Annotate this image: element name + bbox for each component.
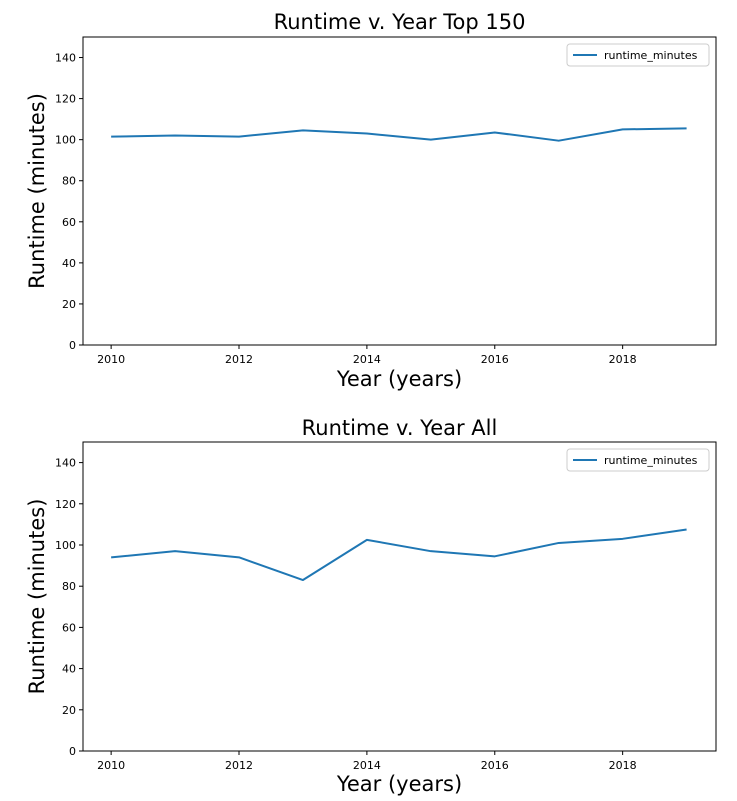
y-tick-label: 120 (55, 498, 76, 511)
x-tick-label: 2016 (481, 353, 509, 366)
legend: runtime_minutes (566, 43, 710, 67)
legend-box (566, 43, 710, 67)
x-tick-label: 2010 (97, 353, 125, 366)
legend-label: runtime_minutes (604, 49, 698, 62)
y-tick-label: 20 (62, 704, 76, 717)
chart-title: Runtime v. Year All (302, 416, 498, 440)
legend-box (566, 448, 710, 472)
x-tick-label: 2018 (609, 759, 637, 772)
plot-frame (82, 441, 717, 752)
y-tick-label: 140 (55, 457, 76, 470)
x-axis-label: Year (years) (336, 772, 462, 796)
y-tick-label: 40 (62, 663, 76, 676)
y-tick-label: 100 (55, 539, 76, 552)
chart-title: Runtime v. Year Top 150 (274, 10, 526, 34)
x-tick-label: 2012 (225, 353, 253, 366)
x-axis-label: Year (years) (336, 367, 462, 391)
y-tick-label: 120 (55, 93, 76, 106)
y-tick-label: 60 (62, 216, 76, 229)
series-line-runtime_minutes (111, 528, 687, 582)
x-tick-label: 2010 (97, 759, 125, 772)
y-tick-label: 80 (62, 580, 76, 593)
x-tick-label: 2012 (225, 759, 253, 772)
x-tick-label: 2014 (353, 759, 381, 772)
y-tick-label: 20 (62, 298, 76, 311)
y-tick-label: 40 (62, 257, 76, 270)
y-axis-label: Runtime (minutes) (25, 499, 49, 695)
plot-frame (82, 36, 717, 346)
y-tick-label: 140 (55, 52, 76, 65)
y-tick-label: 0 (69, 745, 76, 758)
x-tick-label: 2018 (609, 353, 637, 366)
legend-label: runtime_minutes (604, 454, 698, 467)
legend: runtime_minutes (566, 448, 710, 472)
y-tick-label: 60 (62, 621, 76, 634)
chart-panel-2: Runtime v. Year All 2010 2012 2014 2016 2018 0… (25, 416, 717, 796)
series-line-runtime_minutes (111, 127, 687, 142)
y-tick-label: 80 (62, 175, 76, 188)
x-tick-label: 2016 (481, 759, 509, 772)
y-axis-label: Runtime (minutes) (25, 93, 49, 289)
chart-panel-1: Runtime v. Year Top 150 2010 2012 2014 2016 2… (25, 10, 717, 391)
y-tick-label: 0 (69, 339, 76, 352)
x-tick-label: 2014 (353, 353, 381, 366)
y-tick-label: 100 (55, 134, 76, 147)
